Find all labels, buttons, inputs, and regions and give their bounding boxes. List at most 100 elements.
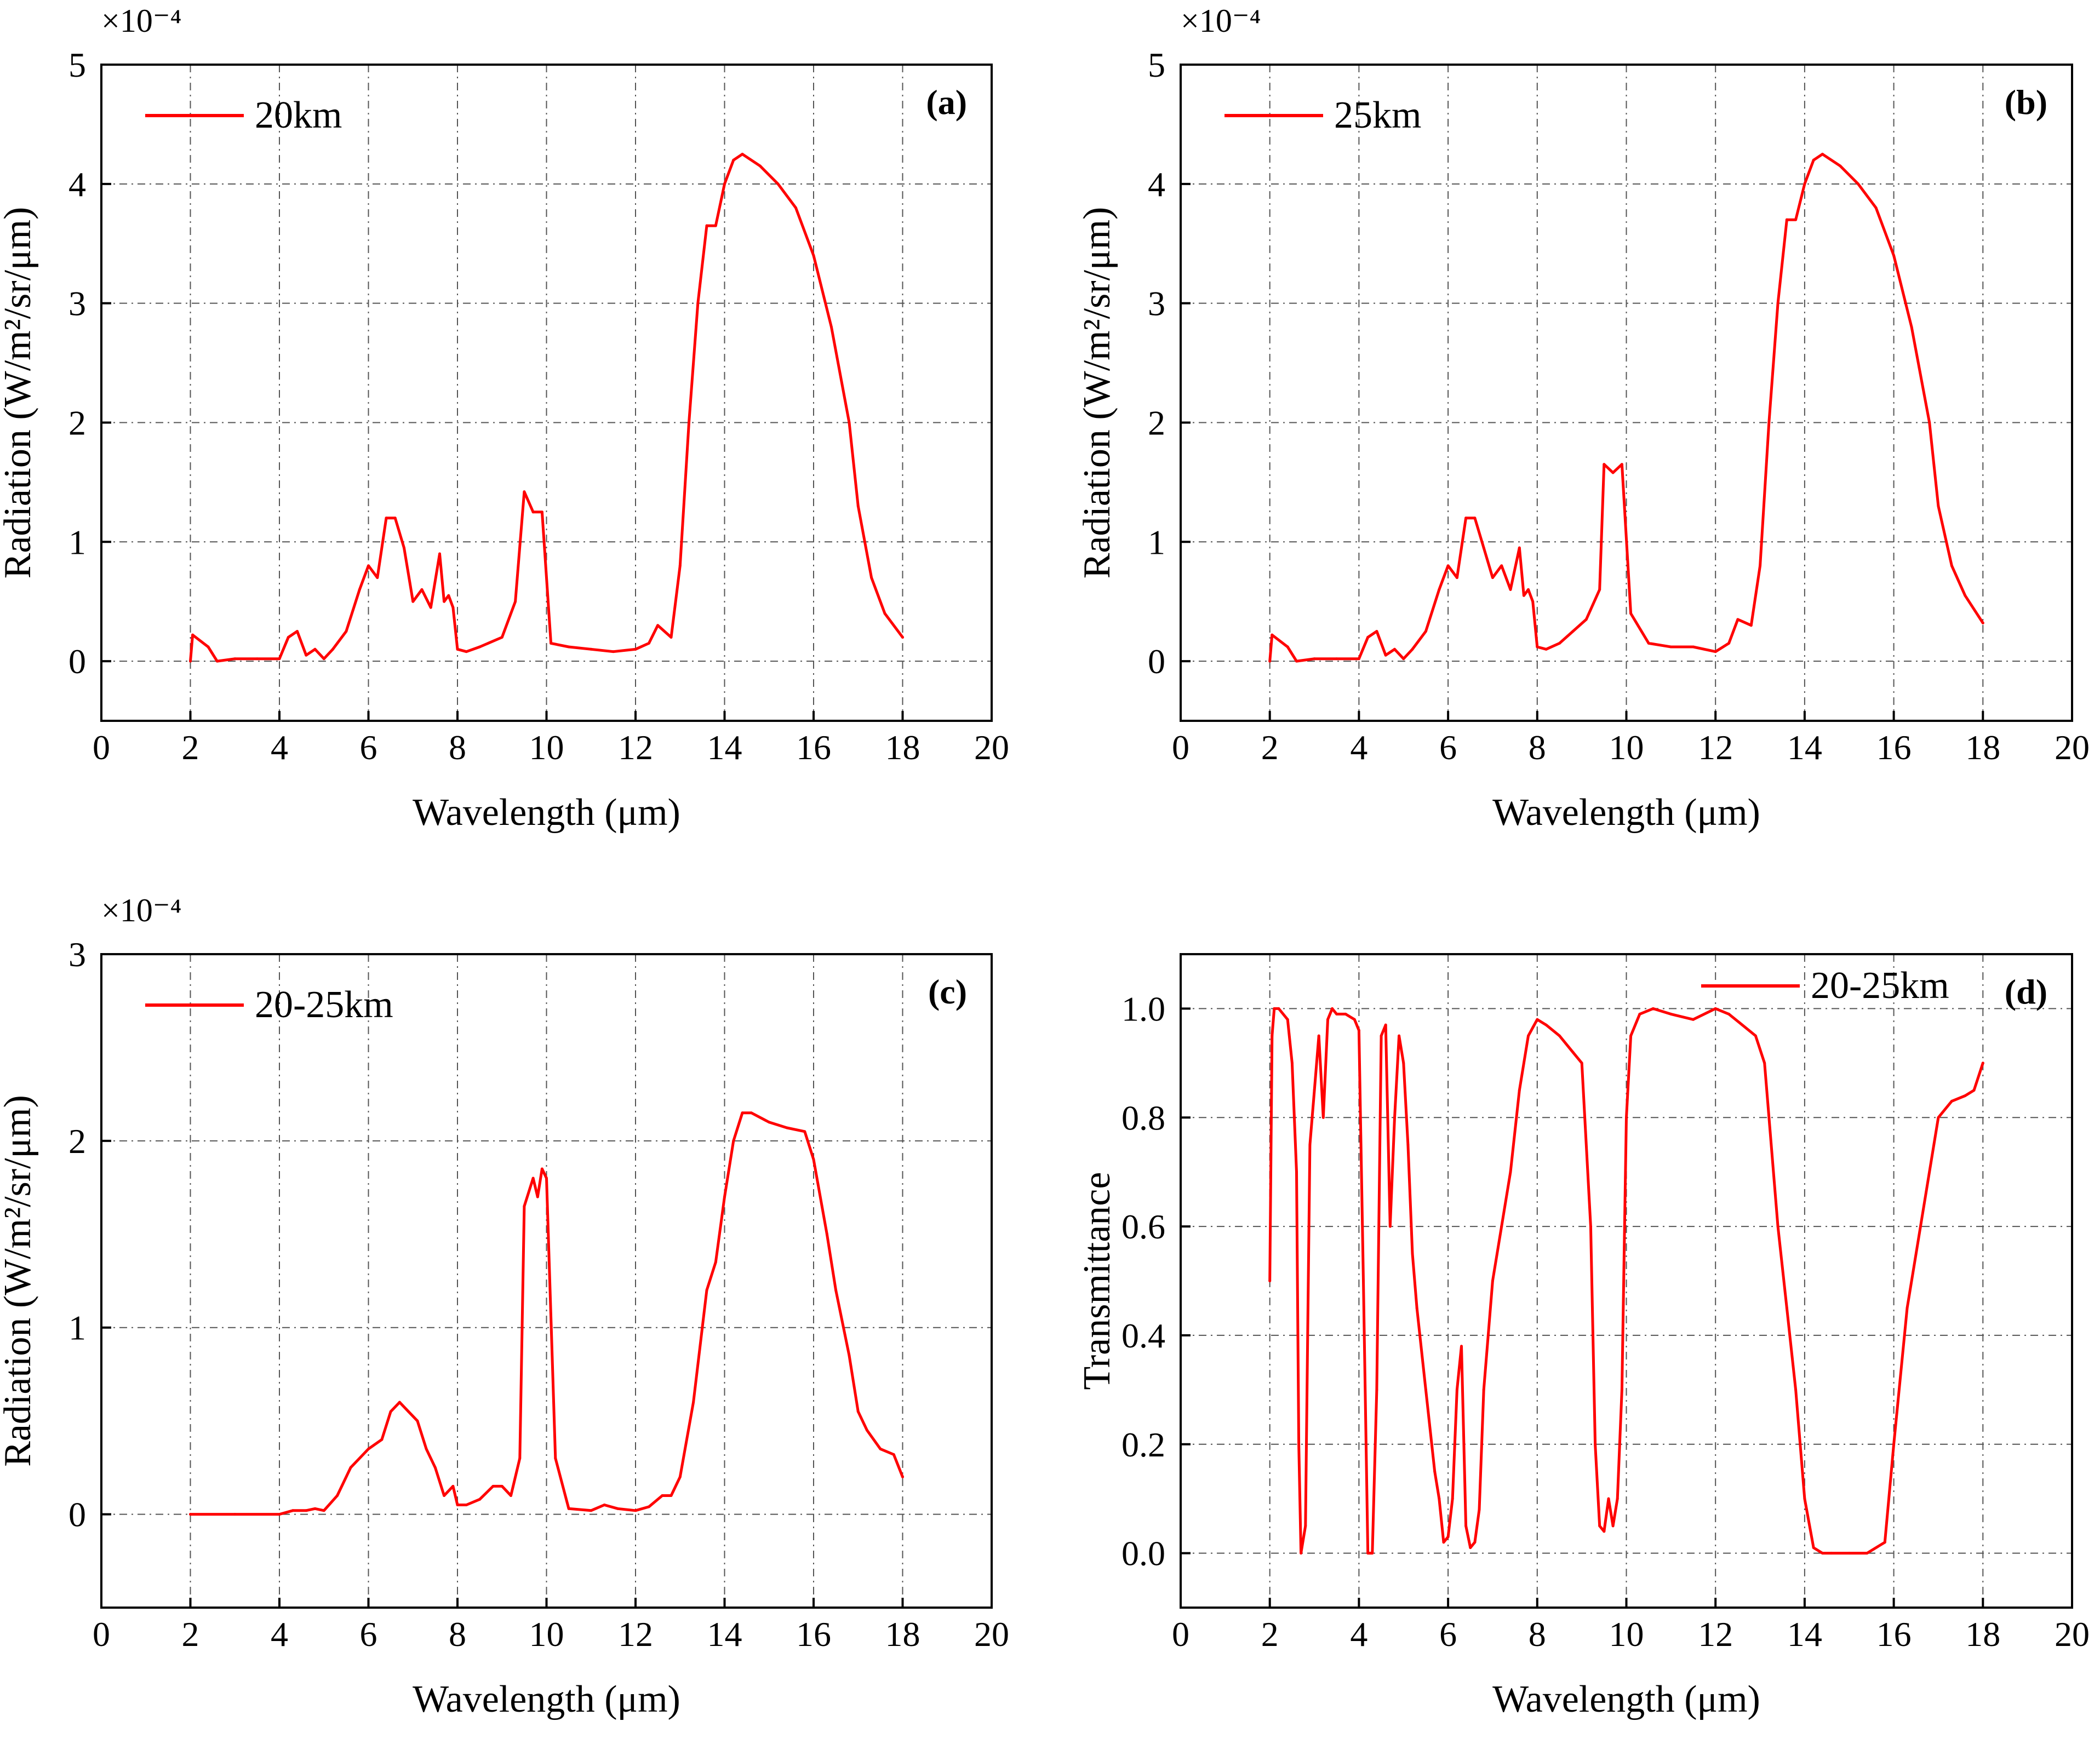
data-point xyxy=(590,1509,593,1512)
data-point xyxy=(1331,1007,1334,1010)
data-point xyxy=(407,1410,410,1413)
data-point xyxy=(1295,1171,1298,1174)
y-tick-label: 1 xyxy=(68,1309,86,1347)
data-point xyxy=(1366,1552,1370,1555)
data-point xyxy=(1584,618,1588,621)
data-point xyxy=(1438,1497,1441,1500)
x-tick-label: 4 xyxy=(1350,728,1367,767)
data-point xyxy=(1455,576,1458,580)
data-point xyxy=(1727,641,1731,645)
data-point xyxy=(1398,1034,1401,1037)
data-point xyxy=(291,1509,294,1512)
data-point xyxy=(1874,206,1878,209)
data-point xyxy=(1937,1116,1940,1119)
data-point xyxy=(901,636,904,639)
data-point xyxy=(1371,1552,1374,1555)
data-point xyxy=(1794,1388,1798,1391)
x-tick-label: 20 xyxy=(974,728,1009,767)
axis-multiplier: ×10⁻⁴ xyxy=(1181,3,1261,39)
data-point xyxy=(1892,1443,1896,1446)
data-point xyxy=(438,552,441,555)
data-point xyxy=(1857,182,1860,186)
data-point xyxy=(1785,218,1788,221)
data-point xyxy=(1271,633,1274,636)
data-point xyxy=(1317,1034,1320,1037)
x-tick-label: 18 xyxy=(1965,728,2000,767)
data-point xyxy=(336,1494,339,1497)
data-point xyxy=(634,647,637,651)
data-point xyxy=(812,1158,815,1161)
data-point xyxy=(1295,659,1298,663)
y-tick-label: 0 xyxy=(1148,642,1165,681)
data-point xyxy=(1785,1306,1788,1310)
data-point xyxy=(207,645,210,649)
data-point xyxy=(1727,1012,1731,1016)
data-point xyxy=(1375,630,1378,633)
x-tick-label: 10 xyxy=(529,1615,564,1654)
x-tick-label: 14 xyxy=(1787,728,1822,767)
data-point xyxy=(1491,1280,1494,1282)
data-point xyxy=(411,600,415,603)
data-point xyxy=(1522,594,1525,597)
data-point xyxy=(550,641,553,645)
data-point xyxy=(1424,630,1427,633)
data-point xyxy=(1527,588,1530,591)
data-point xyxy=(1424,1388,1427,1391)
data-point xyxy=(825,1232,828,1236)
y-tick-label: 0 xyxy=(68,642,86,681)
data-point xyxy=(803,1130,806,1133)
data-point xyxy=(656,624,660,627)
data-point xyxy=(451,606,455,609)
data-point xyxy=(1313,657,1316,661)
data-point xyxy=(1308,1143,1312,1146)
data-point xyxy=(523,1204,526,1208)
legend-label: 20km xyxy=(255,94,342,136)
data-point xyxy=(1500,1225,1503,1228)
x-tick-label: 10 xyxy=(529,728,564,767)
data-point xyxy=(1794,218,1798,221)
data-point xyxy=(1388,1225,1392,1228)
data-point xyxy=(1268,659,1272,663)
data-point xyxy=(518,1456,522,1460)
x-tick-label: 12 xyxy=(1698,1615,1733,1654)
data-point xyxy=(870,576,873,580)
data-point xyxy=(1438,588,1441,591)
x-tick-label: 8 xyxy=(1529,728,1546,767)
x-axis-label: Wavelength (μm) xyxy=(1492,1678,1760,1720)
data-point xyxy=(500,1484,503,1488)
data-point xyxy=(491,1484,495,1488)
data-point xyxy=(433,1466,437,1469)
data-point xyxy=(883,612,886,615)
data-point xyxy=(403,546,405,549)
data-point xyxy=(768,1121,771,1124)
data-point xyxy=(1335,1012,1338,1016)
data-point xyxy=(233,657,237,661)
data-point xyxy=(1964,1094,1967,1097)
data-point xyxy=(1300,1552,1303,1555)
data-point xyxy=(1767,421,1771,424)
y-tick-label: 0.0 xyxy=(1121,1534,1165,1573)
data-point xyxy=(1290,1062,1294,1065)
y-tick-label: 0.2 xyxy=(1121,1425,1165,1464)
x-tick-label: 20 xyxy=(2055,1615,2090,1654)
data-point xyxy=(1451,1497,1454,1500)
data-point xyxy=(1384,1023,1387,1026)
data-point xyxy=(1442,1541,1445,1544)
data-point xyxy=(313,1507,317,1510)
data-point xyxy=(1906,1306,1909,1310)
data-point xyxy=(705,1289,708,1292)
data-point xyxy=(1446,1535,1450,1539)
data-point xyxy=(892,1453,895,1456)
data-point xyxy=(313,647,317,651)
y-axis-label: Radiation (W/m²/sr/μm) xyxy=(0,207,39,579)
legend-label: 20-25km xyxy=(1811,965,1949,1007)
x-tick-label: 6 xyxy=(360,728,377,767)
data-point xyxy=(189,1513,192,1516)
data-point xyxy=(856,504,860,508)
data-point xyxy=(705,224,708,227)
x-tick-label: 20 xyxy=(974,1615,1009,1654)
data-point xyxy=(1714,1007,1717,1010)
data-point xyxy=(759,164,762,168)
data-point xyxy=(1736,618,1739,621)
data-point xyxy=(367,1447,370,1450)
